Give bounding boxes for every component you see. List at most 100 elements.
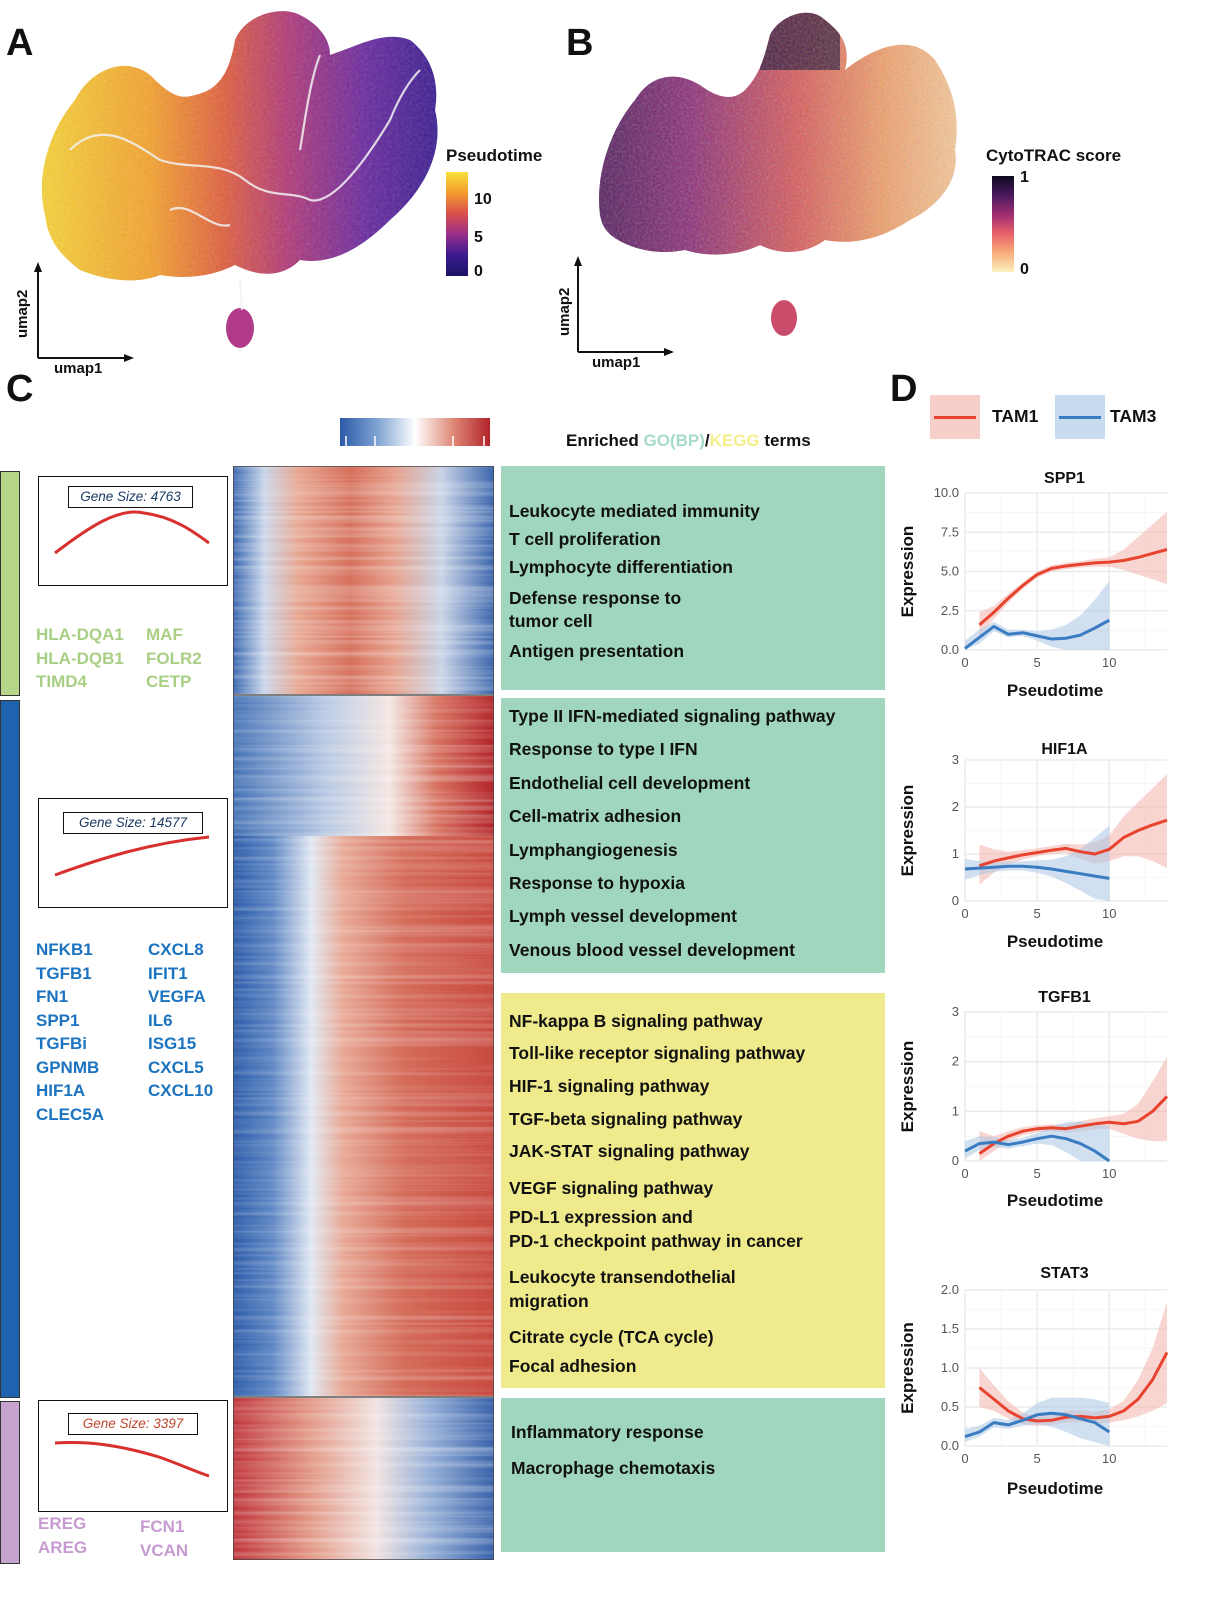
term: PD-1 checkpoint pathway in cancer bbox=[509, 1231, 803, 1251]
chart-title-hif1a: HIF1A bbox=[1041, 741, 1088, 758]
gene-size-tag-2: Gene Size: 14577 bbox=[63, 812, 203, 834]
pseudotime-tick-0: 0 bbox=[474, 263, 483, 280]
y-tick-label: 1.0 bbox=[941, 1360, 959, 1375]
y-tick-label: 0 bbox=[952, 893, 959, 908]
x-tick-label: 5 bbox=[1034, 906, 1041, 921]
x-axis-label: Pseudotime bbox=[1007, 932, 1103, 951]
term: Response to type I IFN bbox=[509, 739, 698, 759]
term: Venous blood vessel development bbox=[509, 940, 795, 960]
enriched-go: GO(BP) bbox=[643, 431, 705, 450]
term: Toll-like receptor signaling pathway bbox=[509, 1043, 806, 1063]
pseudotime-colorbar bbox=[446, 172, 468, 276]
y-tick-label: 2 bbox=[952, 1054, 959, 1069]
y-tick-label: 0.0 bbox=[941, 642, 959, 657]
y-tick-label: 1.5 bbox=[941, 1321, 959, 1336]
gene-item: TGFB1 bbox=[36, 963, 92, 983]
term: Leukocyte mediated immunity bbox=[509, 501, 760, 521]
gene-item: TGFBi bbox=[36, 1034, 87, 1053]
series-line-tam1 bbox=[978, 548, 1168, 627]
pseudotime-tick-5: 5 bbox=[474, 229, 483, 246]
umap-a-y-label: umap2 bbox=[14, 289, 31, 338]
cluster-bar-3 bbox=[0, 1401, 20, 1564]
confidence-band-tam3 bbox=[965, 580, 1110, 650]
term: Response to hypoxia bbox=[509, 873, 686, 893]
chart-title-spp1: SPP1 bbox=[1044, 470, 1085, 487]
gene-item: CXCL10 bbox=[148, 1081, 214, 1100]
series-line-tam3 bbox=[964, 618, 1111, 650]
series-line-tam3 bbox=[964, 864, 1110, 880]
umap-b-x-label: umap1 bbox=[592, 354, 641, 371]
gene-item: VCAN bbox=[140, 1540, 189, 1560]
gene-item: EREG bbox=[38, 1514, 87, 1533]
gene-item: GPNMB bbox=[36, 1057, 100, 1077]
cytotrac-tick-1: 1 bbox=[1020, 169, 1029, 186]
y-tick-label: 2.5 bbox=[941, 603, 959, 618]
term: T cell proliferation bbox=[509, 529, 661, 549]
series-line-tam3 bbox=[964, 1411, 1111, 1439]
gene-list-2-left: NFKB1 TGFB1 FN1 SPP1 TGFBi GPNMB HIF1A C… bbox=[36, 938, 104, 1126]
x-tick-label: 10 bbox=[1102, 655, 1116, 670]
chart-stat3: 0.0 0.5 1.0 1.5 2.0 0 5 10 Pseudotime Expression bbox=[898, 1282, 1169, 1498]
tam3-legend-key bbox=[1055, 395, 1105, 439]
y-tick-label: 10.0 bbox=[934, 488, 959, 500]
tam-legend: TAM1 TAM3 bbox=[930, 395, 1200, 441]
x-tick-label: 10 bbox=[1102, 1451, 1116, 1466]
term: Focal adhesion bbox=[509, 1356, 637, 1376]
umap-a-x-label: umap1 bbox=[54, 360, 103, 377]
confidence-band-tam3 bbox=[965, 1121, 1110, 1161]
panel-letter-a: A bbox=[6, 22, 34, 64]
term: Defense response to bbox=[509, 588, 682, 608]
term: JAK-STAT signaling pathway bbox=[509, 1141, 750, 1161]
enriched-suffix: terms bbox=[759, 431, 811, 450]
term: PD-L1 expression and bbox=[509, 1207, 693, 1227]
gene-item: CLEC5A bbox=[36, 1104, 105, 1124]
umap-cytotrac-plot bbox=[574, 12, 957, 356]
gene-list-1-right: MAF FOLR2 CETP bbox=[146, 623, 202, 694]
term: VEGF signaling pathway bbox=[509, 1178, 714, 1198]
cytotrac-colorbar bbox=[992, 176, 1014, 272]
x-tick-label: 0 bbox=[961, 1166, 968, 1181]
y-tick-label: 0.0 bbox=[941, 1438, 959, 1453]
chart-title-tgfb1: TGFB1 bbox=[1038, 989, 1091, 1006]
x-tick-label: 0 bbox=[961, 1451, 968, 1466]
x-tick-label: 0 bbox=[961, 906, 968, 921]
gene-item: CETP bbox=[146, 672, 192, 691]
x-tick-label: 5 bbox=[1034, 1166, 1041, 1181]
cluster-bar-1 bbox=[0, 471, 20, 696]
enriched-prefix: Enriched bbox=[566, 431, 644, 450]
gene-item: HLA-DQA1 bbox=[36, 625, 124, 644]
y-axis-label: Expression bbox=[898, 785, 917, 877]
term: TGF-beta signaling pathway bbox=[509, 1109, 743, 1129]
term: Lymphocyte differentiation bbox=[509, 557, 733, 577]
y-axis-label: Expression bbox=[898, 526, 917, 618]
confidence-band-tam3 bbox=[965, 825, 1110, 901]
gene-item: NFKB1 bbox=[36, 940, 93, 959]
gene-list-1-left: HLA-DQA1 HLA-DQB1 TIMD4 bbox=[36, 623, 124, 694]
enriched-kegg: KEGG bbox=[709, 431, 760, 450]
x-axis-label: Pseudotime bbox=[1007, 681, 1103, 700]
gene-item: VEGFA bbox=[148, 987, 206, 1006]
y-tick-label: 1 bbox=[952, 846, 959, 861]
gene-item: HIF1A bbox=[36, 1081, 86, 1100]
gene-size-tag-3: Gene Size: 3397 bbox=[68, 1413, 198, 1435]
y-axis-label: Expression bbox=[898, 1322, 917, 1414]
gene-item: AREG bbox=[38, 1537, 88, 1557]
x-tick-label: 10 bbox=[1102, 1166, 1116, 1181]
term: NF-kappa B signaling pathway bbox=[509, 1011, 763, 1031]
umap-pseudotime-plot bbox=[34, 11, 438, 362]
cytotrac-tick-0: 0 bbox=[1020, 261, 1029, 278]
term: Citrate cycle (TCA cycle) bbox=[509, 1327, 714, 1347]
term: Type II IFN-mediated signaling pathway bbox=[509, 706, 836, 726]
gene-item: CXCL5 bbox=[148, 1057, 204, 1077]
gene-size-tag-1: Gene Size: 4763 bbox=[68, 486, 193, 508]
gene-item: CXCL8 bbox=[148, 940, 204, 959]
pseudotime-heatmap bbox=[233, 466, 494, 1560]
panel-letter-d: D bbox=[890, 368, 918, 410]
term: Inflammatory response bbox=[511, 1422, 704, 1442]
x-tick-label: 10 bbox=[1102, 906, 1116, 921]
x-tick-label: 5 bbox=[1034, 1451, 1041, 1466]
gene-item: FOLR2 bbox=[146, 648, 202, 668]
gene-item: FCN1 bbox=[140, 1517, 185, 1536]
x-tick-label: 0 bbox=[961, 655, 968, 670]
term: Macrophage chemotaxis bbox=[511, 1458, 716, 1478]
